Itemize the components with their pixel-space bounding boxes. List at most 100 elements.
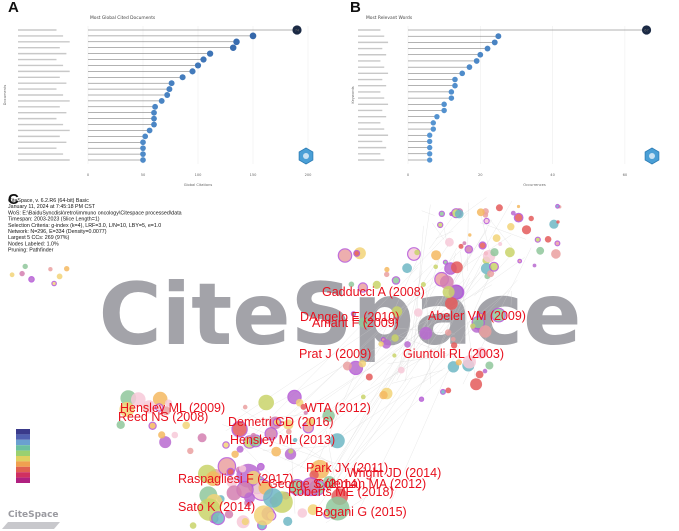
point-10 — [448, 89, 455, 95]
network-node — [301, 477, 321, 497]
node-label-0: Gadducci A (2008) — [322, 285, 425, 299]
header-line-7: Nodes Labeled: 1.0% — [8, 241, 59, 247]
header-line-1: January 11, 2024 at 7:45:18 PM CST — [8, 204, 96, 210]
network-node — [555, 203, 560, 209]
edge — [277, 277, 440, 425]
point-10 — [166, 86, 173, 93]
x-tick-label: 60 — [623, 173, 628, 177]
network-node — [19, 270, 25, 277]
network-node — [131, 392, 146, 407]
network-node — [271, 446, 282, 457]
legend-swatch-8 — [16, 472, 30, 478]
point-21 — [427, 157, 433, 163]
network-node — [236, 445, 244, 453]
edge — [398, 335, 471, 364]
network-node — [544, 236, 552, 243]
network-node — [256, 462, 265, 471]
network-node — [431, 250, 442, 261]
panel-b-letter: B — [350, 0, 361, 16]
hexagon-logo-center — [303, 153, 309, 159]
point-11 — [164, 92, 171, 98]
edge — [270, 257, 525, 440]
point-0 — [292, 25, 302, 35]
y-axis-label: Keywords — [351, 86, 355, 103]
top-value-label: 74 — [295, 28, 300, 32]
point-9 — [452, 82, 458, 89]
point-13 — [152, 103, 159, 110]
x-tick-label: 20 — [478, 173, 483, 177]
node-label-10: WTA (2012) — [305, 401, 371, 415]
network-node — [295, 398, 304, 407]
edge — [321, 279, 518, 492]
network-node — [450, 342, 458, 349]
network-node — [226, 485, 242, 501]
x-tick-label: 0 — [87, 173, 90, 177]
node-label-15: Coleman MA (2012) — [315, 477, 426, 491]
network-node — [288, 448, 294, 454]
network-node — [468, 233, 472, 237]
network-node — [322, 476, 336, 489]
node-label-6: Hensley ML (2009) — [120, 401, 225, 415]
node-label-18: Bogani G (2015) — [315, 505, 407, 519]
network-node — [404, 341, 411, 348]
network-node — [487, 270, 495, 278]
network-node — [475, 347, 487, 359]
network-node — [365, 373, 373, 381]
network-node — [226, 477, 238, 488]
legend-swatch-5 — [16, 456, 30, 462]
header-line-6: Largest 5 CCs: 269 (97%) — [8, 235, 69, 241]
edge — [388, 275, 490, 507]
point-22 — [140, 157, 146, 163]
network-node — [264, 427, 278, 441]
legend-swatch-9 — [16, 477, 30, 483]
network-node — [521, 225, 532, 235]
node-label-3: Amant F (2009) — [312, 316, 399, 330]
network-node — [253, 505, 274, 526]
network-node — [142, 400, 156, 414]
node-label-16: Roberts ME (2018) — [288, 485, 394, 499]
legend-swatch-4 — [16, 450, 30, 456]
network-node — [462, 241, 467, 246]
network-node — [158, 431, 166, 439]
point-1 — [249, 32, 257, 40]
point-2 — [233, 38, 240, 46]
point-13 — [441, 107, 447, 114]
header-line-2: WoS: E:\BaiduSyncdisk\retro\immuno oncol… — [8, 210, 182, 216]
node-label-4: Prat J (2009) — [299, 347, 371, 361]
network-node — [470, 323, 476, 329]
node-label-1: DAngelo E (2010) — [300, 310, 399, 324]
network-node — [507, 223, 515, 231]
edge — [253, 267, 418, 436]
network-node — [414, 249, 420, 256]
network-node — [516, 204, 521, 209]
edge — [480, 222, 526, 240]
network-node — [358, 360, 367, 368]
edge — [438, 305, 467, 336]
network-node — [348, 281, 355, 288]
point-16 — [430, 126, 436, 132]
network-node — [244, 492, 256, 504]
network-node — [392, 353, 397, 358]
edge — [251, 413, 310, 421]
citespace-logo-text: CiteSpace — [8, 510, 59, 520]
hexagon-logo-center — [649, 153, 655, 159]
point-16 — [151, 121, 157, 128]
node-label-9: Demetri GD (2016) — [228, 415, 334, 429]
network-node — [353, 249, 361, 257]
edge — [377, 254, 420, 346]
network-node — [437, 221, 444, 229]
edge — [435, 230, 454, 239]
network-node — [116, 420, 125, 429]
edge — [412, 225, 424, 359]
point-20 — [140, 145, 146, 152]
network-node — [161, 406, 171, 416]
legend-swatch-1 — [16, 434, 30, 440]
network-node — [384, 266, 390, 273]
edge — [387, 355, 448, 364]
network-node — [495, 204, 503, 212]
edge — [282, 367, 445, 476]
point-21 — [140, 151, 146, 157]
network-node — [372, 280, 381, 289]
network-node — [378, 341, 384, 347]
edge — [421, 210, 435, 216]
